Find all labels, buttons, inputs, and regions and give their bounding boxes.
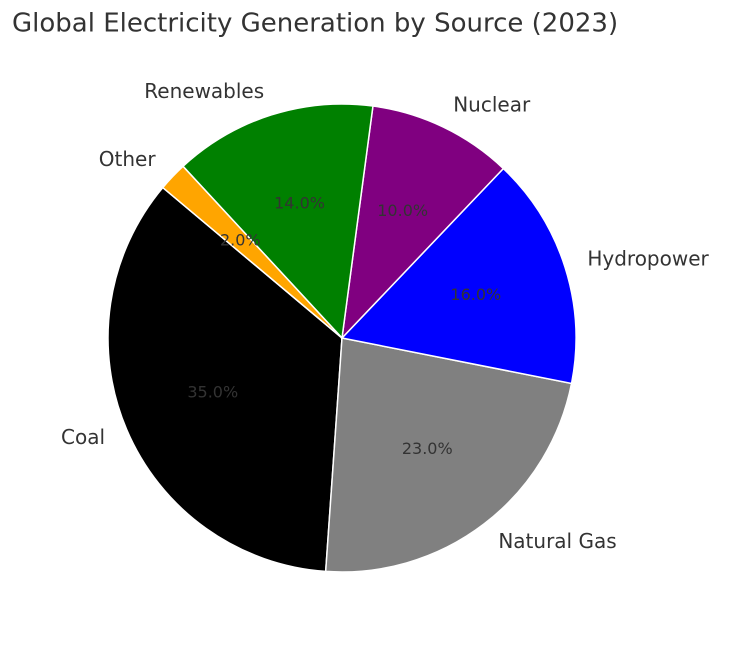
slice-label: Nuclear [453, 92, 531, 116]
chart-title: Global Electricity Generation by Source … [12, 9, 618, 39]
slice-value-label: 14.0% [274, 194, 325, 213]
slice-label: Natural Gas [498, 529, 616, 553]
slice-value-label: 2.0% [220, 231, 261, 250]
slice-value-label: 10.0% [377, 201, 428, 220]
slice-value-label: 23.0% [402, 439, 453, 458]
slice-label: Coal [61, 425, 105, 449]
slice-label: Renewables [144, 79, 264, 103]
slice-label: Other [99, 147, 157, 171]
slice-label: Hydropower [587, 247, 709, 271]
slice-value-label: 35.0% [187, 382, 238, 401]
pie-slice [340, 105, 505, 341]
pie-slice [324, 337, 573, 573]
pie-slice [161, 165, 343, 339]
slice-value-label: 16.0% [450, 285, 501, 304]
pie-slice [107, 186, 343, 573]
pie-slice [340, 167, 577, 385]
pie-slice [181, 103, 374, 340]
